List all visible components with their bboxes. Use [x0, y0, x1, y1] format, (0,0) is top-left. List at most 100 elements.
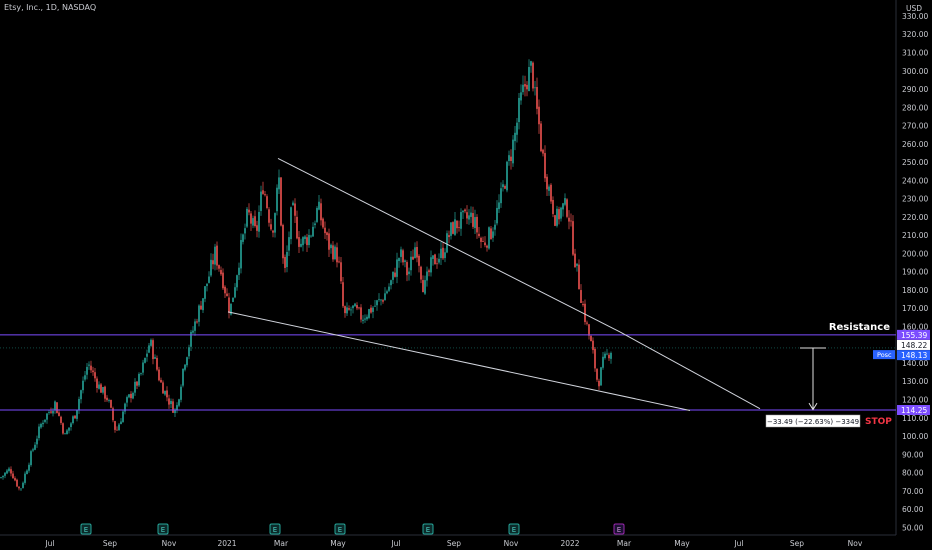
- candle-body: [2, 475, 4, 478]
- candle-body: [232, 297, 234, 302]
- candle-body: [482, 241, 484, 242]
- candle-body: [306, 237, 308, 246]
- candle-body: [360, 307, 362, 320]
- candle-body: [138, 373, 140, 386]
- candle-body: [248, 209, 250, 213]
- earnings-marker-label: E: [161, 526, 165, 534]
- candle-body: [556, 208, 558, 226]
- candle-body: [76, 409, 78, 419]
- upper-trendline-extension[interactable]: [619, 331, 761, 410]
- position-tag: [873, 350, 895, 360]
- candle-body: [160, 379, 162, 383]
- candle-body: [412, 256, 414, 260]
- earnings-marker[interactable]: [422, 523, 434, 535]
- lower-trendline[interactable]: [227, 311, 691, 411]
- candle-body: [404, 260, 406, 262]
- candle-body: [330, 244, 332, 249]
- candle-body: [352, 305, 354, 309]
- candle-body: [270, 224, 272, 230]
- candle-body: [402, 250, 404, 263]
- candle-body: [86, 366, 88, 375]
- candle-body: [604, 353, 606, 359]
- candle-body: [328, 233, 330, 250]
- candle-body: [110, 399, 112, 408]
- candle-body: [340, 262, 342, 282]
- candle-body: [572, 221, 574, 255]
- candle-body: [524, 84, 526, 87]
- candle-body: [342, 282, 344, 307]
- candle-body: [218, 265, 220, 269]
- candle-body: [394, 272, 396, 277]
- candle-body: [350, 309, 352, 311]
- candle-body: [520, 92, 522, 101]
- candle-body: [130, 393, 132, 399]
- candle-body: [88, 364, 90, 366]
- candle-body: [194, 321, 196, 331]
- candle-body: [366, 316, 368, 320]
- candle-body: [606, 353, 608, 355]
- candle-body: [452, 222, 454, 234]
- candle-body: [126, 397, 128, 403]
- candle-body: [6, 470, 8, 474]
- candle-body: [154, 357, 156, 359]
- candle-body: [46, 413, 48, 420]
- candle-body: [172, 401, 174, 413]
- earnings-marker-label: E: [426, 526, 430, 534]
- x-tick-label: Sep: [447, 539, 461, 548]
- x-tick-label: Nov: [848, 539, 863, 548]
- candle-body: [28, 464, 30, 471]
- candle-body: [188, 347, 190, 357]
- x-tick-label: Jul: [733, 539, 743, 548]
- candle-body: [80, 390, 82, 400]
- earnings-marker[interactable]: [157, 523, 169, 535]
- earnings-marker[interactable]: [508, 523, 520, 535]
- earnings-marker[interactable]: [269, 523, 281, 535]
- candle-body: [382, 300, 384, 302]
- earnings-marker[interactable]: [80, 523, 92, 535]
- candle-body: [592, 340, 594, 351]
- candle-body: [396, 259, 398, 277]
- candle-body: [566, 199, 568, 217]
- position-price-tag-label: 148.13: [901, 351, 927, 360]
- earnings-marker[interactable]: [613, 523, 625, 535]
- candle-body: [104, 386, 106, 399]
- candle-body: [162, 382, 164, 394]
- candle-body: [236, 275, 238, 288]
- candle-body: [106, 397, 108, 401]
- candle-body: [312, 226, 314, 237]
- candle-body: [294, 203, 296, 216]
- candle-body: [4, 472, 6, 476]
- x-tick-label: May: [330, 539, 346, 548]
- y-tick-label: 220.00: [902, 213, 928, 222]
- candle-body: [570, 220, 572, 222]
- x-tick-label: Mar: [617, 539, 632, 548]
- position-tag-label: Posc: [877, 351, 892, 359]
- candle-body: [438, 258, 440, 263]
- y-tick-label: 130.00: [902, 377, 928, 386]
- candle-body: [164, 390, 166, 395]
- candle-body: [200, 305, 202, 310]
- candle-body: [444, 252, 446, 259]
- last-price-tag: [897, 339, 930, 350]
- earnings-marker[interactable]: [334, 523, 346, 535]
- candle-body: [432, 255, 434, 259]
- candle-body: [48, 412, 50, 413]
- y-tick-label: 190.00: [902, 268, 928, 277]
- candle-body: [158, 369, 160, 381]
- candle-body: [166, 390, 168, 398]
- candle-body: [332, 245, 334, 260]
- candle-body: [38, 426, 40, 439]
- candle-body: [64, 433, 66, 435]
- measure-arrow-icon: [808, 402, 818, 411]
- candle-body: [66, 430, 68, 435]
- stop-price-tag: [897, 405, 930, 416]
- candle-body: [484, 242, 486, 246]
- candle-body: [178, 399, 180, 406]
- candle-body: [290, 207, 292, 240]
- candle-body: [540, 123, 542, 152]
- candle-body: [242, 234, 244, 242]
- x-tick-label: Jul: [390, 539, 400, 548]
- candle-body: [230, 303, 232, 315]
- upper-trendline[interactable]: [277, 157, 621, 333]
